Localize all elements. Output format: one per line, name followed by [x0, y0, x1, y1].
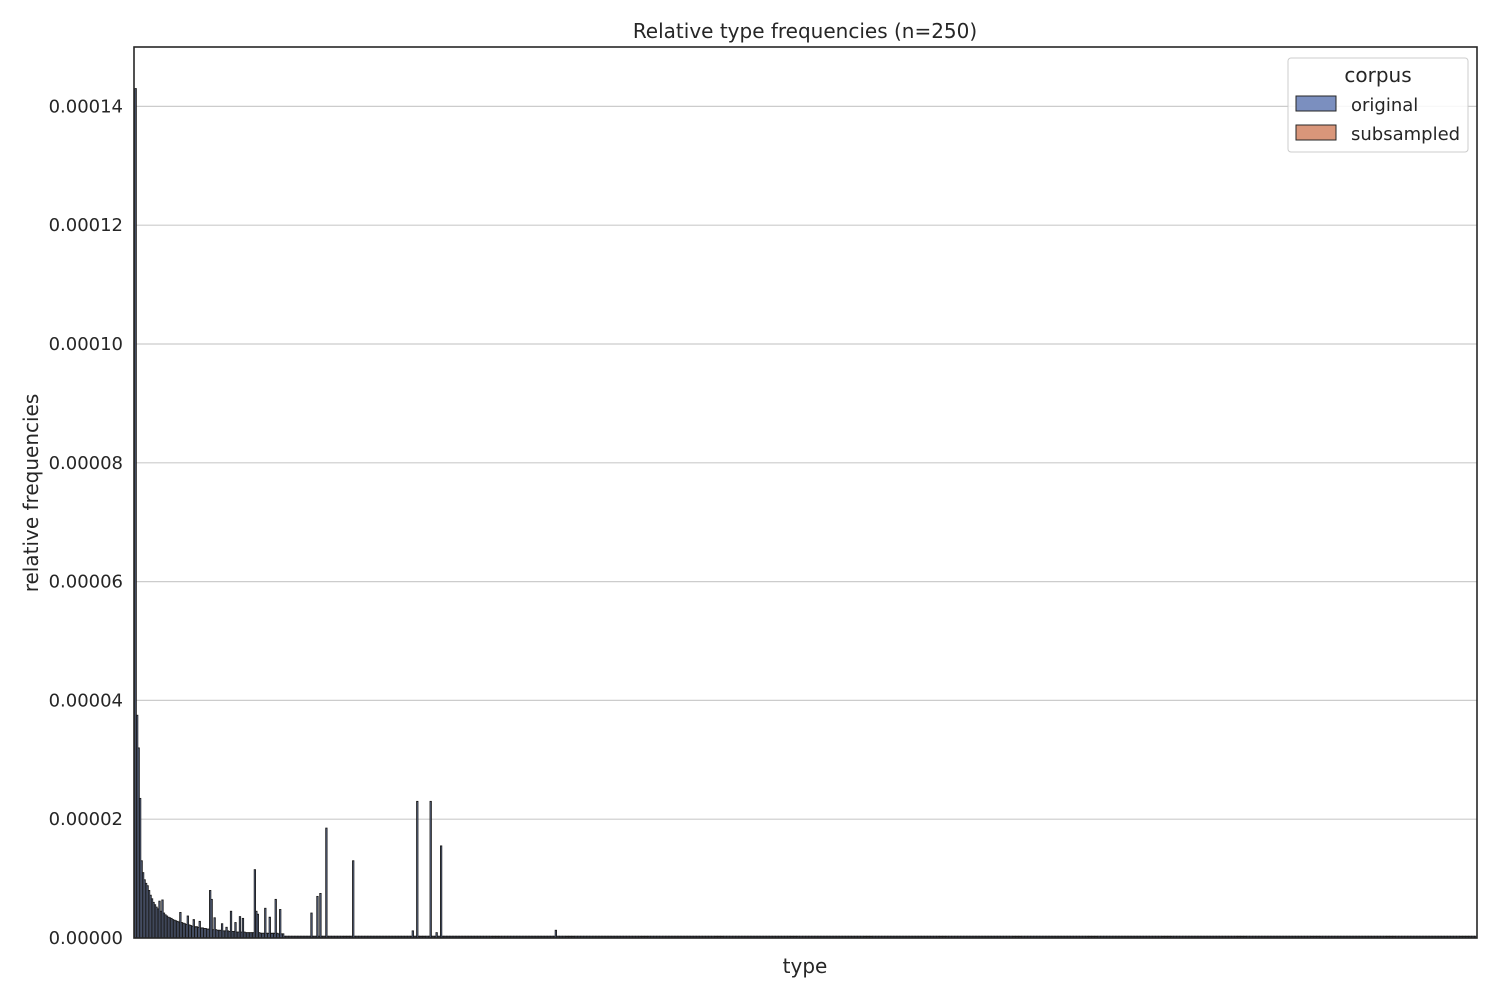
y-tick-label: 0.00012: [49, 215, 123, 236]
y-axis-ticks: 0.00000 0.00002 0.00004 0.00006 0.00008 0.000…: [49, 96, 123, 949]
bar-original: [274, 898, 277, 939]
bar-original: [416, 800, 419, 939]
bars-group: [134, 88, 1477, 939]
bar-original: [316, 895, 319, 939]
y-tick-label: 0.00002: [49, 809, 123, 830]
bar-original: [440, 845, 443, 939]
y-axis-label: relative frequencies: [19, 394, 43, 593]
bar-original: [319, 893, 322, 939]
legend-title: corpus: [1344, 63, 1411, 87]
gridlines: [134, 105, 1477, 820]
x-axis-label: type: [783, 954, 828, 978]
bar-original: [325, 827, 328, 939]
legend-swatch-subsampled: [1295, 124, 1337, 141]
plot-frame: [133, 46, 1478, 939]
legend: corpus original subsampled: [1287, 57, 1469, 153]
y-tick-label: 0.00004: [49, 690, 123, 711]
chart-title: Relative type frequencies (n=250): [633, 19, 977, 43]
legend-swatch-original: [1295, 95, 1337, 112]
legend-label-original: original: [1351, 95, 1418, 116]
y-tick-label: 0.00008: [49, 453, 123, 474]
y-tick-label: 0.00010: [49, 334, 123, 355]
y-tick-label: 0.00014: [49, 96, 123, 117]
bar-original: [352, 860, 355, 939]
y-tick-label: 0.00006: [49, 572, 123, 593]
bar-original: [310, 912, 313, 939]
bar-original: [429, 800, 432, 939]
y-tick-label: 0.00000: [49, 928, 123, 949]
legend-label-subsampled: subsampled: [1351, 124, 1460, 145]
